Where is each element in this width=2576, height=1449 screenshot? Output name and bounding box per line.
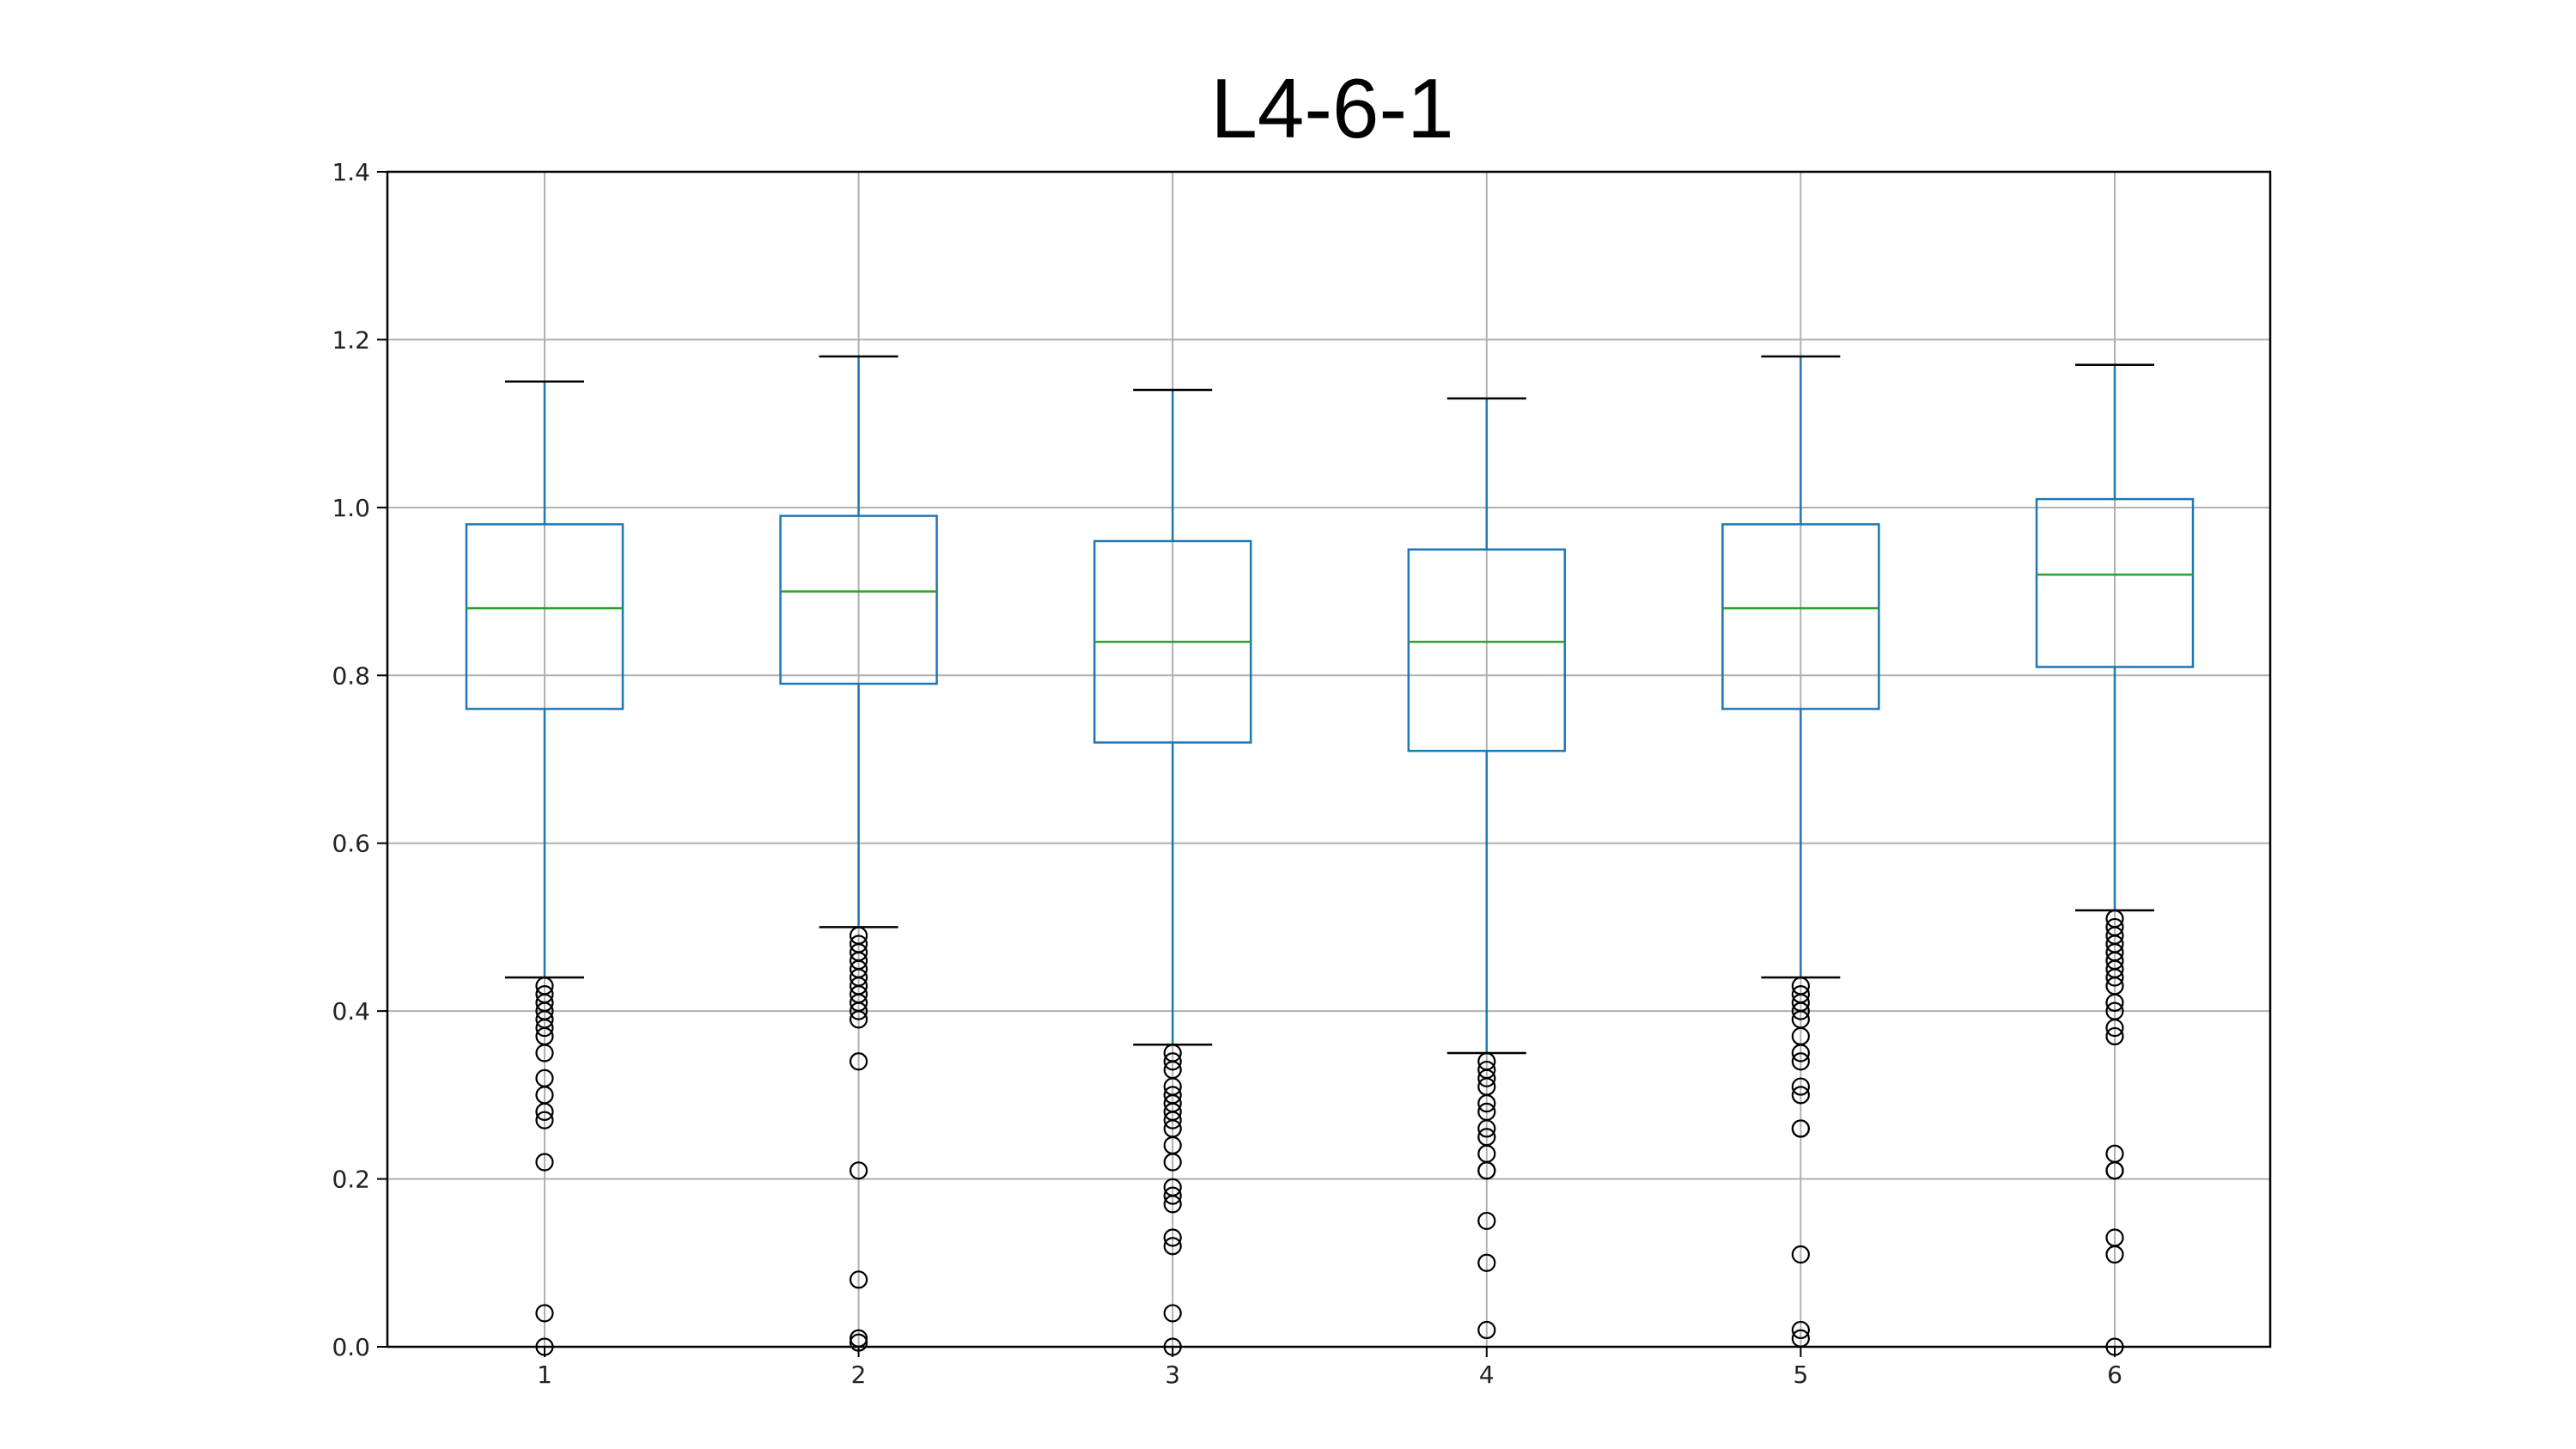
box-5 (1721, 355, 1880, 1348)
outlier-point (1163, 1237, 1182, 1256)
outlier-point (2105, 993, 2124, 1012)
iqr-box (465, 523, 624, 710)
plot-frame (386, 170, 2272, 1349)
y-tick-label: 1.4 (332, 158, 370, 186)
y-tick-label: 0.0 (332, 1333, 370, 1361)
y-tick-label: 1.0 (332, 494, 370, 522)
outlier-point (849, 1052, 868, 1071)
outlier-point (1477, 1161, 1496, 1180)
outlier-point (1163, 1052, 1182, 1071)
axes: 0.0 0.2 0.4 0.6 0.8 1.0 1.2 1.4 1 2 3 4 5 6 (332, 158, 2122, 1389)
outlier-point (1477, 1119, 1496, 1138)
x-tick-label: 3 (1165, 1361, 1180, 1389)
outlier-point (2105, 1245, 2124, 1264)
outlier-point (2105, 1026, 2124, 1046)
outlier-point (1791, 1086, 1810, 1105)
iqr-box (2035, 497, 2195, 668)
box-4 (1407, 397, 1567, 1340)
outlier-point (535, 1111, 554, 1129)
iqr-box (1721, 523, 1880, 710)
y-tick-label: 1.2 (332, 326, 370, 354)
box-series (465, 355, 2195, 1356)
outlier-point (1791, 1320, 1810, 1340)
grid-lines (387, 171, 2270, 1348)
outlier-point (535, 1153, 554, 1172)
iqr-box (1407, 548, 1567, 752)
outlier-point (1791, 1119, 1810, 1138)
box-2 (779, 355, 938, 1352)
outlier-point (2105, 968, 2124, 987)
outlier-point (1791, 1044, 1810, 1062)
outlier-point (1163, 1153, 1182, 1172)
outlier-point (1163, 1186, 1182, 1205)
outlier-point (1477, 1320, 1496, 1340)
chart-title: L4-6-1 (1210, 61, 1454, 155)
outlier-point (1477, 1211, 1496, 1231)
outlier-point (2105, 1019, 2124, 1038)
y-tick-label: 0.8 (332, 661, 370, 690)
outlier-point (1791, 1077, 1810, 1096)
outlier-point (1163, 1111, 1182, 1129)
x-tick-label: 5 (1793, 1361, 1808, 1389)
outlier-point (1791, 1245, 1810, 1264)
outlier-point (535, 1019, 554, 1038)
box-6 (2035, 363, 2195, 1356)
x-tick-label: 4 (1479, 1361, 1495, 1389)
outlier-point (1791, 1002, 1810, 1020)
outlier-point (849, 1002, 868, 1020)
outlier-point (849, 1161, 868, 1180)
outlier-point (2105, 1161, 2124, 1180)
outlier-point (1477, 1068, 1496, 1087)
y-tick-label: 0.6 (332, 830, 370, 858)
x-tick-label: 2 (851, 1361, 867, 1389)
outlier-point (535, 1304, 554, 1323)
outlier-point (1791, 1052, 1810, 1071)
outlier-point (1477, 1094, 1496, 1113)
x-tick-label: 6 (2107, 1361, 2122, 1389)
y-tick-label: 0.4 (332, 997, 370, 1026)
outlier-point (1477, 1253, 1496, 1272)
outlier-point (1163, 1228, 1182, 1247)
y-tick-label: 0.2 (332, 1166, 370, 1194)
x-tick-label: 1 (537, 1361, 552, 1389)
outlier-point (849, 1270, 868, 1289)
outlier-point (535, 1102, 554, 1122)
box-1 (465, 381, 624, 1356)
outlier-point (535, 1044, 554, 1062)
iqr-box (779, 514, 938, 685)
outlier-point (1163, 1304, 1182, 1323)
outlier-point (849, 1010, 868, 1029)
box-3 (1093, 388, 1252, 1356)
outlier-point (1163, 1195, 1182, 1214)
